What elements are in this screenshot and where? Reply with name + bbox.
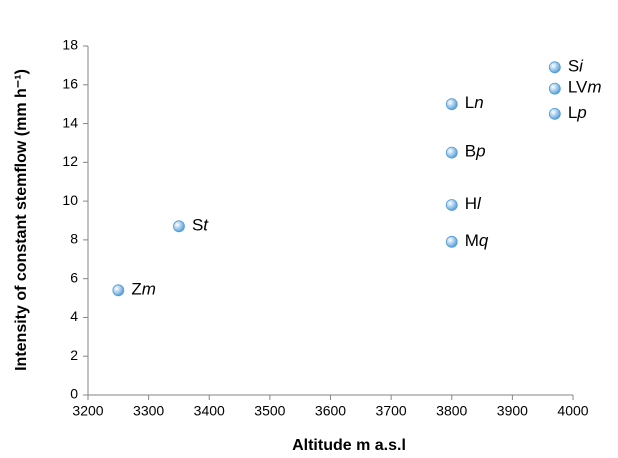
y-tick-label: 14: [62, 114, 78, 130]
point: [548, 82, 561, 95]
y-tick-label: 16: [62, 75, 78, 91]
y-tick-label: 2: [70, 347, 78, 363]
y-tick-label: 10: [62, 192, 78, 208]
x-tick-label: 3300: [133, 403, 164, 419]
point: [445, 98, 458, 111]
y-tick-label: 0: [70, 386, 78, 402]
point-label: St: [192, 216, 209, 235]
point-label: Hl: [465, 194, 482, 213]
x-tick-label: 3200: [72, 403, 103, 419]
point: [445, 146, 458, 159]
point-label: Lp: [568, 103, 587, 122]
point-label: LVm: [568, 78, 602, 97]
y-tick-label: 4: [70, 308, 78, 324]
point: [173, 220, 185, 233]
y-tick-label: 8: [70, 231, 78, 247]
y-tick-label: 12: [62, 153, 78, 169]
point-label: Mq: [465, 231, 489, 250]
point: [548, 61, 561, 74]
x-axis-title: Altitude m a.s.l: [292, 437, 406, 454]
y-axis-title: Intensity of constant stemflow (mm h⁻¹): [13, 69, 30, 371]
x-tick-label: 3400: [194, 403, 225, 419]
x-tick-label: 3900: [497, 403, 528, 419]
y-tick-label: 18: [62, 37, 78, 53]
point: [445, 235, 458, 248]
point: [445, 199, 458, 211]
point-label: Si: [568, 57, 584, 76]
x-tick-label: 4000: [557, 403, 588, 419]
x-tick-label: 3600: [315, 403, 346, 419]
point-label: Bp: [465, 142, 486, 161]
x-tick-label: 3800: [436, 403, 467, 419]
x-tick-label: 3500: [254, 403, 285, 419]
y-tick-label: 6: [70, 269, 78, 285]
point: [112, 284, 125, 297]
point-label: Ln: [465, 94, 484, 113]
point: [548, 107, 561, 120]
point-label: Zm: [131, 280, 156, 299]
x-tick-label: 3700: [376, 403, 407, 419]
